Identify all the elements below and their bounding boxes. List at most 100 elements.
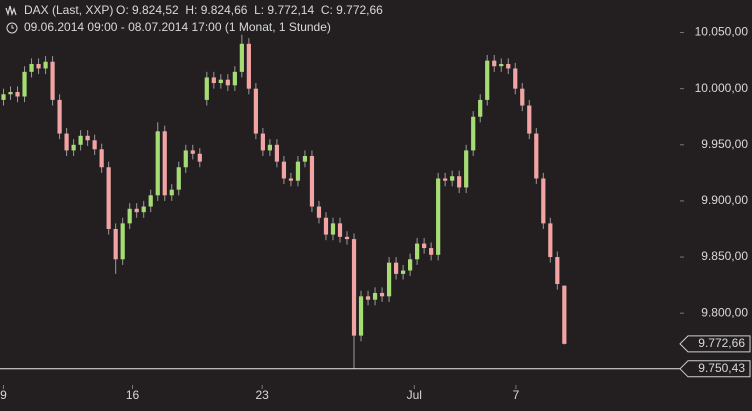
candle-body bbox=[162, 131, 167, 196]
y-tick-label: 10.000,00 bbox=[695, 81, 749, 95]
candle-body bbox=[211, 77, 216, 84]
candle-body bbox=[302, 156, 308, 162]
candle-body bbox=[534, 133, 539, 179]
candle-body bbox=[393, 262, 399, 274]
x-tick-label: 23 bbox=[256, 388, 270, 402]
candle-body bbox=[190, 150, 195, 154]
candle-body bbox=[127, 208, 132, 224]
candle-body bbox=[358, 296, 364, 336]
candle-body bbox=[197, 153, 202, 162]
candle-body bbox=[457, 176, 462, 188]
candle-body bbox=[443, 178, 448, 181]
candle-body bbox=[295, 161, 301, 181]
y-tick-label: 9.800,00 bbox=[701, 305, 748, 319]
candle-body bbox=[400, 270, 406, 274]
header: DAX (Last, XXP) O: 9.824,52 H: 9.824,66 … bbox=[5, 3, 383, 34]
price-tag bbox=[679, 335, 751, 353]
candle-body bbox=[29, 63, 34, 72]
candle-body bbox=[492, 60, 497, 67]
candle-body bbox=[562, 285, 567, 344]
x-tick-label: 7 bbox=[513, 388, 520, 402]
clock-hands bbox=[11, 25, 14, 29]
candle-body bbox=[148, 195, 153, 207]
y-tick-label: 9.900,00 bbox=[701, 193, 748, 207]
chart-subtitle: 09.06.2014 09:00 - 08.07.2014 17:00 (1 M… bbox=[24, 20, 331, 34]
candle-body bbox=[50, 61, 55, 100]
candle-body bbox=[478, 99, 483, 117]
candle-body bbox=[288, 178, 294, 181]
candle-body bbox=[379, 292, 385, 297]
candle-body bbox=[408, 259, 413, 271]
candle-body bbox=[253, 88, 258, 134]
x-tick-label: Jul bbox=[407, 388, 422, 402]
candle-body bbox=[141, 206, 146, 213]
candle-body bbox=[267, 144, 272, 151]
candle-body bbox=[330, 223, 336, 235]
y-tick-label: 9.950,00 bbox=[701, 137, 748, 151]
candle-body bbox=[541, 178, 546, 224]
candle-body bbox=[120, 223, 125, 260]
price-tag bbox=[679, 360, 751, 378]
candle-body bbox=[232, 71, 237, 86]
y-tick-label: 9.850,00 bbox=[701, 249, 748, 263]
candle-body bbox=[464, 150, 469, 188]
candle-body bbox=[8, 92, 13, 95]
candle-body bbox=[225, 79, 230, 86]
candle-body bbox=[15, 92, 20, 97]
candle-body bbox=[113, 228, 118, 260]
chart-icon bbox=[5, 5, 17, 17]
candle-body bbox=[92, 140, 97, 150]
candle-body bbox=[471, 116, 476, 151]
candle-body bbox=[344, 236, 350, 240]
candle-body bbox=[499, 63, 504, 67]
x-tick-label: 9 bbox=[0, 388, 7, 402]
candle-body bbox=[176, 167, 181, 190]
candle-body bbox=[429, 248, 434, 255]
candle-body bbox=[548, 223, 553, 258]
candle-body bbox=[22, 71, 27, 97]
candle-body bbox=[78, 135, 83, 145]
candle-body bbox=[260, 133, 265, 151]
candle-body bbox=[134, 208, 139, 213]
candle-body bbox=[520, 88, 525, 106]
candle-body bbox=[372, 292, 378, 300]
candle-body bbox=[450, 176, 455, 181]
candle-body bbox=[281, 161, 287, 179]
candle-body bbox=[337, 223, 343, 237]
candle-body bbox=[386, 262, 392, 297]
candle-body bbox=[85, 135, 90, 141]
x-tick-label: 16 bbox=[126, 388, 140, 402]
candle-body bbox=[316, 206, 322, 218]
ohlc-summary: O: 9.824,52 H: 9.824,66 L: 9.772,14 C: 9… bbox=[116, 3, 383, 17]
candle-body bbox=[415, 243, 420, 260]
candle-body bbox=[155, 131, 160, 196]
candle-body bbox=[351, 239, 357, 336]
candle-body bbox=[513, 68, 518, 89]
candle-body bbox=[71, 144, 76, 151]
candle-body bbox=[43, 61, 48, 69]
price-tag-label: 9.772,66 bbox=[698, 336, 745, 350]
candle-body bbox=[422, 243, 427, 249]
candle-body bbox=[274, 144, 280, 162]
candle-body bbox=[365, 296, 371, 300]
candle-body bbox=[323, 217, 329, 235]
candle-body bbox=[99, 149, 104, 168]
candle-body bbox=[555, 257, 560, 284]
chart-title: DAX (Last, XXP) bbox=[24, 3, 113, 17]
candle-body bbox=[527, 105, 532, 134]
candle-body bbox=[64, 133, 69, 151]
candle-body bbox=[239, 43, 244, 72]
candle-body bbox=[169, 189, 174, 196]
candle-body bbox=[506, 63, 511, 69]
candle-body bbox=[218, 79, 223, 84]
candle-body bbox=[204, 77, 209, 100]
price-tag-label: 9.750,43 bbox=[698, 361, 745, 375]
candle-body bbox=[106, 167, 111, 229]
candle-body bbox=[57, 99, 62, 134]
candle-body bbox=[309, 156, 315, 207]
candle-body bbox=[485, 60, 490, 100]
candle-body bbox=[436, 178, 441, 255]
candle-body bbox=[36, 63, 41, 69]
